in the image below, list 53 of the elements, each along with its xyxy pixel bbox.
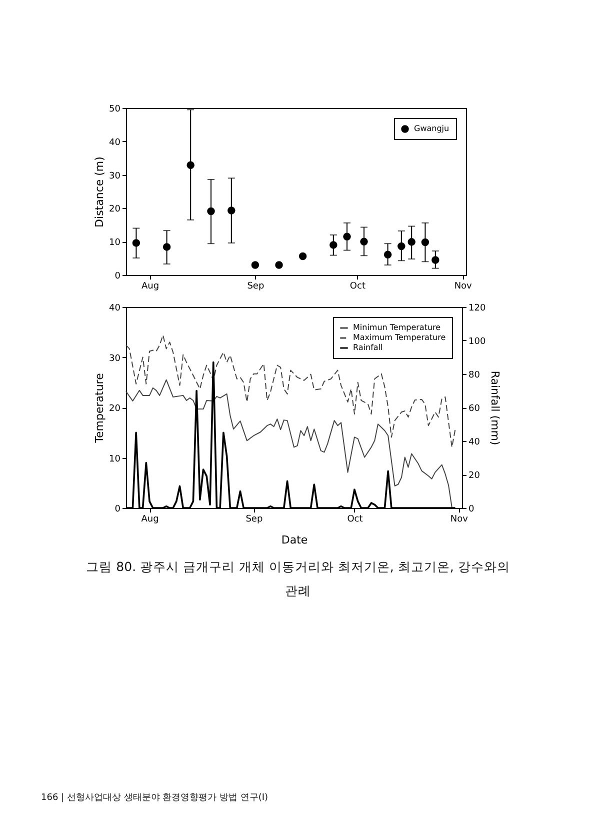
point [384, 250, 392, 258]
x-tick-label: Oct [347, 514, 364, 524]
y-tick-label: 40 [109, 304, 121, 314]
y2-tick-label: 40 [468, 438, 480, 448]
y2-tick-label: 0 [468, 504, 474, 514]
y-tick-label: 20 [109, 404, 121, 414]
point [330, 241, 338, 249]
line-series [126, 334, 456, 448]
y-axis-title: Temperature [93, 372, 106, 444]
legend-label: Rainfall [353, 343, 383, 352]
point [343, 232, 351, 240]
y2-axis-title: Rainfall (mm) [488, 370, 502, 446]
point [251, 261, 260, 269]
x-tick-label: Nov [454, 282, 473, 292]
point [207, 207, 215, 216]
point [298, 252, 307, 260]
point [432, 256, 440, 264]
y-tick-label: 30 [109, 354, 121, 364]
y-axis-title: Distance (m) [93, 156, 106, 228]
point [408, 238, 416, 246]
y-tick-label: 20 [109, 204, 121, 215]
y2-tick-label: 100 [468, 337, 486, 347]
legend-label: Minimun Temperature [353, 323, 441, 332]
x-tick-label: Sep [246, 514, 263, 524]
y-tick-label: 10 [109, 454, 121, 464]
legend-label: Gwangju [414, 124, 450, 133]
y2-tick-label: 60 [468, 404, 480, 414]
y2-tick-label: 120 [468, 304, 486, 314]
y-tick-label: 40 [109, 138, 121, 148]
x-axis-title: Date [281, 534, 308, 546]
point [275, 261, 283, 269]
caption: 그림 80. 광주시 금개구리 개체 이동거리와 최저기온, 최고기온, 강수와의 관례 [86, 559, 510, 598]
y-tick-label: 30 [109, 171, 121, 182]
point [228, 206, 236, 214]
point [162, 243, 171, 251]
x-tick-label: Nov [450, 514, 469, 524]
point [398, 242, 406, 250]
point [421, 238, 430, 246]
y-tick-label: 10 [109, 238, 121, 248]
x-tick-label: Aug [142, 282, 160, 292]
point [132, 239, 140, 247]
x-tick-label: Aug [141, 514, 159, 524]
y2-tick-label: 80 [468, 370, 480, 380]
point [360, 238, 368, 246]
y-tick-label: 0 [114, 272, 121, 282]
y-tick-label: 0 [114, 504, 121, 514]
text: 166 | 선형사업대상 생태분야 환경영향평가 방법 연구(Ⅰ) [41, 793, 268, 803]
x-tick-label: Sep [247, 282, 264, 292]
y-tick-label: 50 [109, 104, 121, 114]
x-tick-label: Oct [350, 282, 366, 292]
point [186, 161, 194, 169]
y2-tick-label: 20 [468, 471, 480, 481]
legend-label: Maximum Temperature [353, 333, 446, 342]
